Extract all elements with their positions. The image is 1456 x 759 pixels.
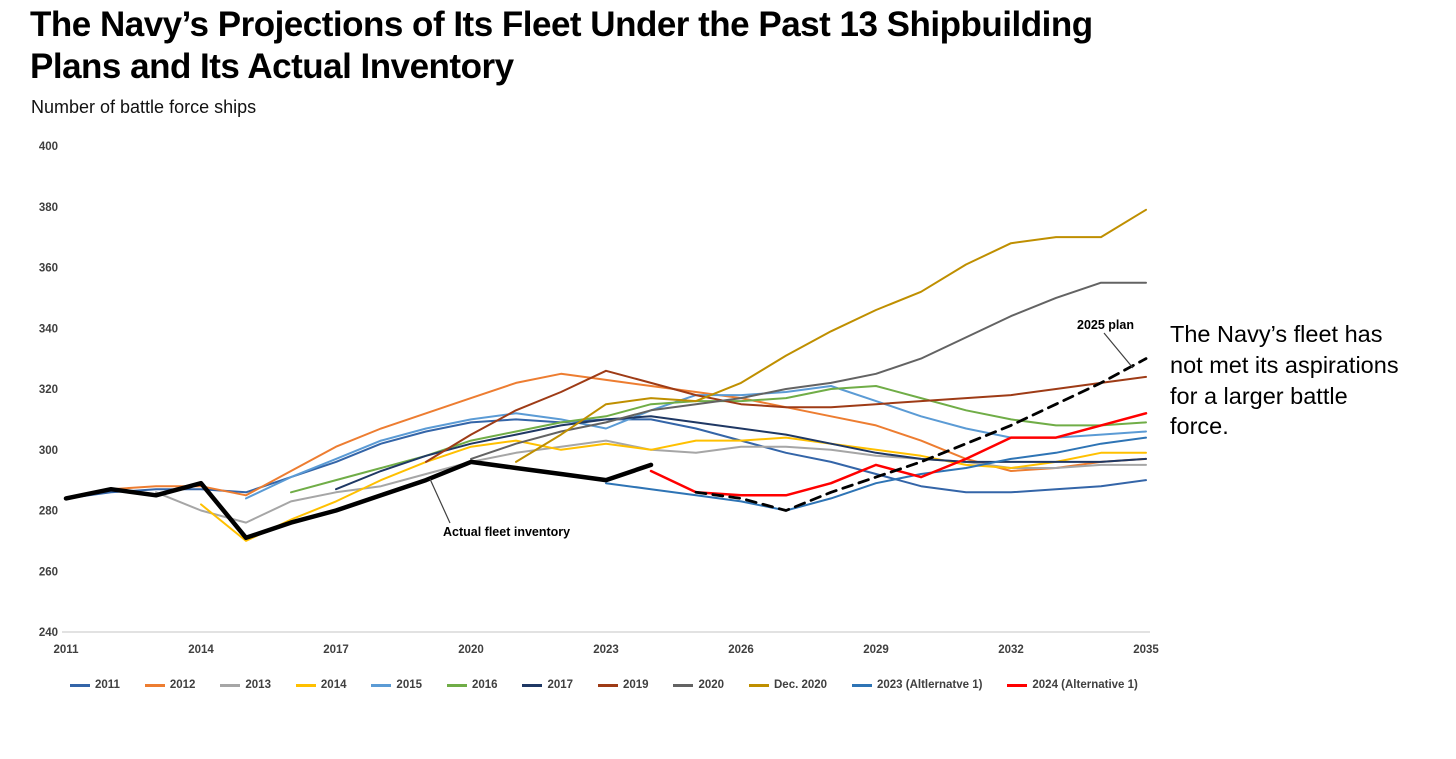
legend-item-dec-2020: Dec. 2020: [749, 679, 827, 691]
series-line-2017: [335, 415, 1147, 491]
y-tick-label: 360: [39, 263, 58, 275]
legend-item-2013: 2013: [220, 679, 271, 691]
legend-swatch-icon: [295, 683, 316, 687]
series-line-2023-altlernatve-1-: [605, 436, 1147, 512]
series-line-2019: [425, 369, 1147, 463]
legend-swatch-icon: [371, 683, 392, 687]
side-annotation-line: force.: [1170, 413, 1229, 440]
legend-item-2014: 2014: [295, 679, 347, 691]
series-line-2015: [245, 385, 1147, 500]
series-line-2014: [200, 436, 1147, 542]
legend-swatch-icon: [673, 683, 694, 687]
annotation-label: 2025 plan: [1077, 318, 1134, 332]
y-axis-caption: Number of battle force ships: [31, 97, 257, 117]
legend-item-2015: 2015: [371, 679, 422, 691]
x-tick-label: 2020: [458, 644, 484, 656]
y-tick-label: 280: [39, 506, 58, 518]
x-tick-label: 2014: [188, 644, 214, 656]
side-annotation: The Navy’s fleet has not met its aspirat…: [1170, 319, 1455, 442]
legend-swatch-icon: [1007, 683, 1028, 687]
annotation-label: Actual fleet inventory: [443, 525, 570, 539]
x-tick-label: 2026: [728, 644, 754, 656]
series-line-2025-plan: [694, 357, 1148, 512]
legend-item-2023-altlernatve-1-: 2023 (Altlernatve 1): [852, 679, 982, 691]
y-tick-label: 400: [39, 141, 58, 153]
legend-swatch-icon: [749, 683, 769, 687]
legend-item-2019: 2019: [597, 679, 649, 691]
legend-label: 2015: [396, 679, 423, 691]
series-line-dec-2020: [515, 208, 1147, 463]
x-tick-label: 2011: [54, 644, 80, 656]
chart-legend: 2011 2012 2013 2014 2015 2016 2017 2019 2020 Dec.…: [70, 679, 1138, 691]
legend-swatch-icon: [597, 683, 618, 687]
page-title-line2: Plans and Its Actual Inventory: [30, 47, 514, 86]
y-tick-label: 260: [39, 566, 58, 578]
legend-swatch-icon: [852, 683, 872, 687]
page-title: The Navy’s Projections of Its Fleet Unde…: [30, 4, 1400, 88]
legend-label: 2013: [245, 679, 271, 691]
legend-item-2024-alternative-1-: 2024 (Alternative 1): [1007, 679, 1138, 691]
y-tick-label: 340: [39, 323, 58, 335]
legend-label: Dec. 2020: [774, 679, 828, 691]
legend-label: 2017: [547, 679, 574, 691]
legend-swatch-icon: [70, 683, 90, 687]
page-title-line1: The Navy’s Projections of Its Fleet Unde…: [30, 5, 1093, 44]
x-tick-label: 2017: [323, 644, 349, 656]
y-tick-label: 380: [39, 202, 58, 214]
legend-label: 2012: [169, 679, 196, 691]
series-line-2013: [155, 439, 1147, 524]
annotation-pointer-line: [429, 478, 451, 524]
legend-item-2016: 2016: [446, 679, 498, 691]
side-annotation-line: for a larger battle: [1170, 382, 1348, 409]
legend-item-2011: 2011: [70, 679, 120, 691]
y-tick-label: 300: [39, 445, 58, 457]
legend-label: 2011: [95, 679, 120, 691]
x-tick-label: 2032: [998, 644, 1024, 656]
legend-item-2020: 2020: [673, 679, 724, 691]
side-annotation-line: The Navy’s fleet has: [1170, 321, 1383, 347]
y-tick-label: 320: [39, 384, 58, 396]
legend-swatch-icon: [144, 683, 165, 687]
annotation-pointer-line: [1103, 332, 1134, 369]
x-tick-label: 2029: [863, 644, 889, 656]
legend-label: 2020: [698, 679, 725, 691]
series-line-actual-fleet-inventory: [63, 459, 654, 541]
series-line-2020: [470, 281, 1147, 460]
legend-label: 2016: [471, 679, 498, 691]
legend-swatch-icon: [522, 683, 543, 687]
legend-swatch-icon: [446, 683, 467, 687]
legend-label: 2023 (Altlernatve 1): [877, 679, 983, 691]
legend-label: 2014: [320, 679, 347, 691]
legend-swatch-icon: [220, 683, 241, 687]
series-line-2024-alternative-1-: [649, 412, 1148, 497]
legend-item-2017: 2017: [522, 679, 573, 691]
x-tick-label: 2023: [593, 644, 619, 656]
legend-label: 2019: [622, 679, 649, 691]
x-tick-label: 2035: [1133, 644, 1159, 656]
side-annotation-line: not met its aspirations: [1170, 351, 1399, 378]
y-tick-label: 240: [39, 627, 58, 639]
legend-item-2012: 2012: [144, 679, 196, 691]
legend-label: 2024 (Alternative 1): [1032, 679, 1138, 691]
